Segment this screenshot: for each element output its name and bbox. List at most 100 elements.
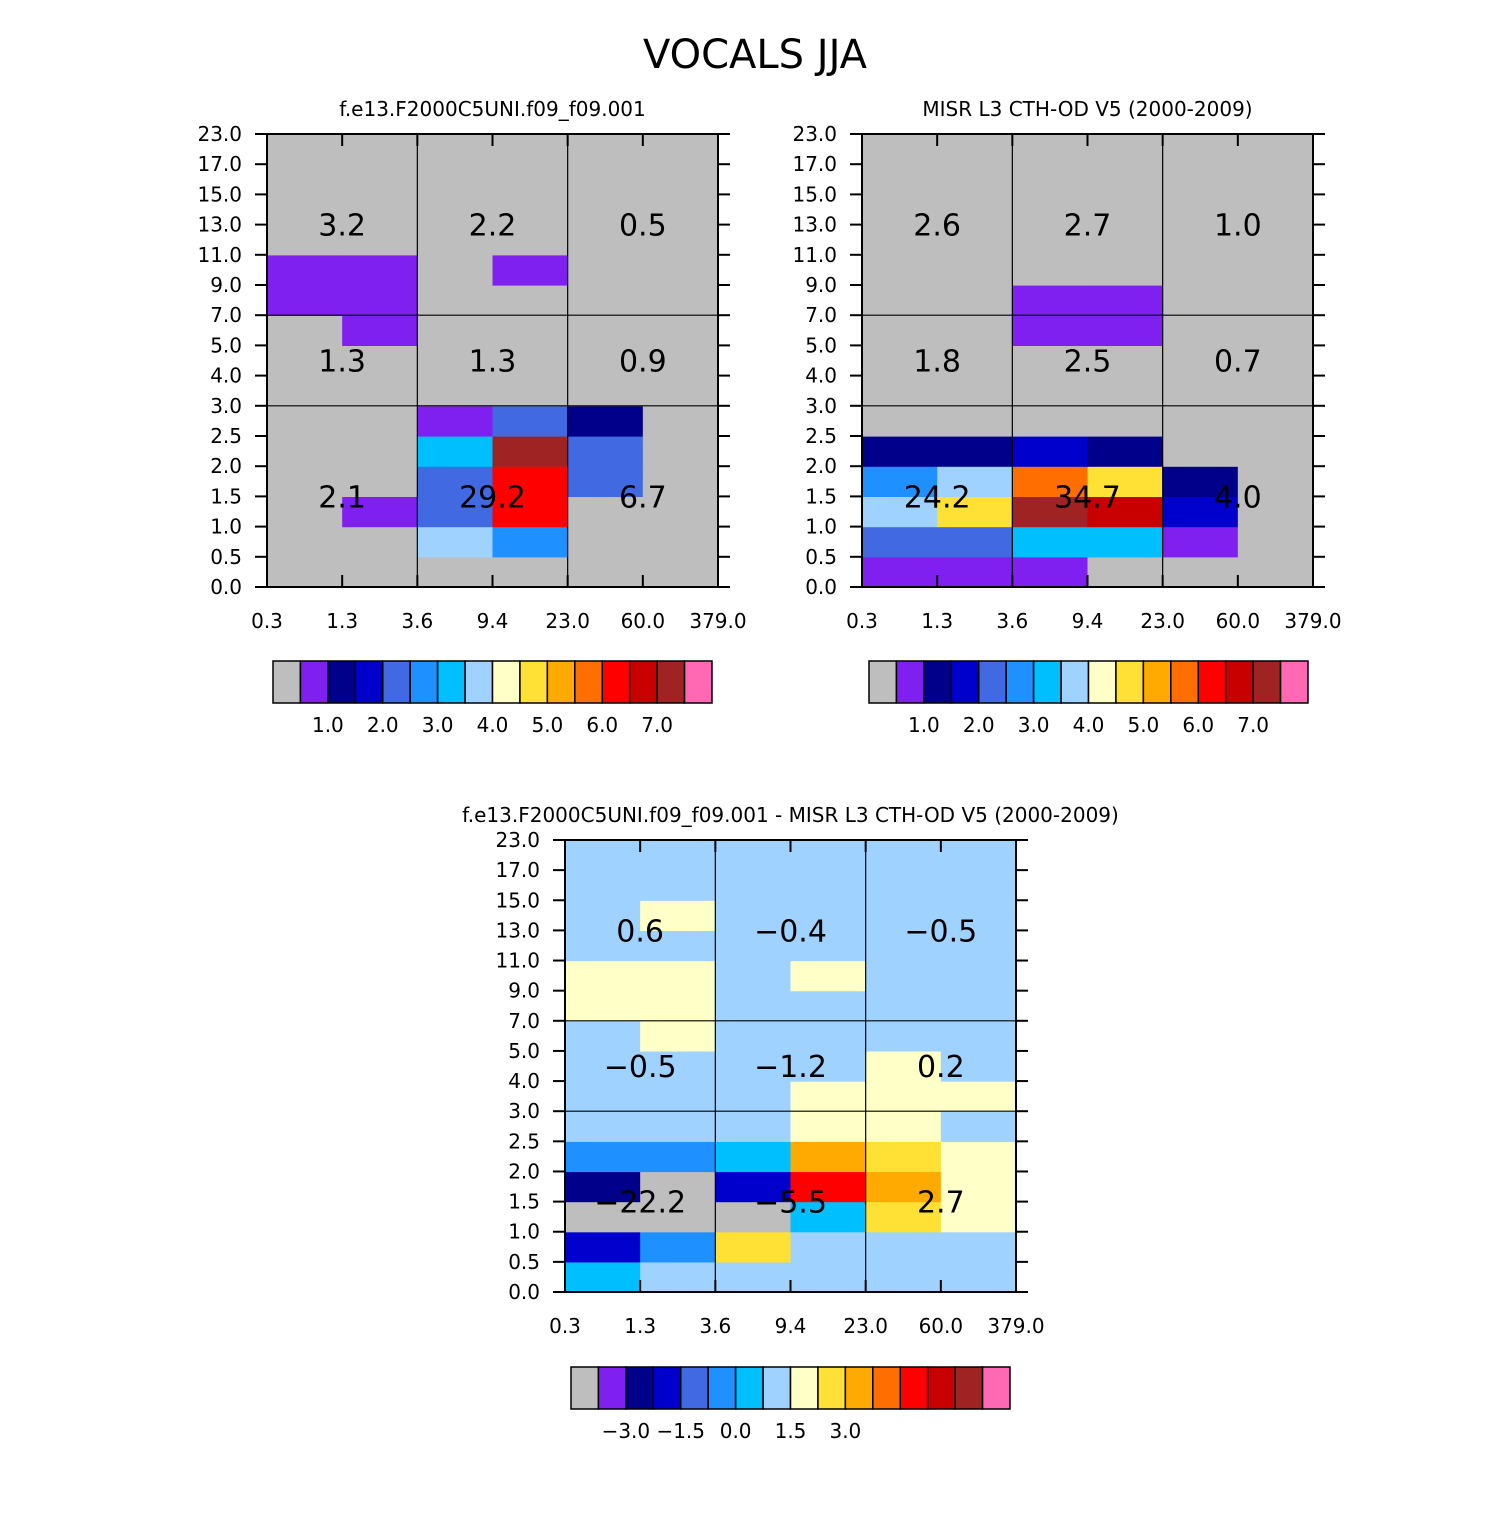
heatmap-cell bbox=[1162, 345, 1239, 377]
heatmap-cell bbox=[862, 134, 938, 165]
heatmap-cell bbox=[342, 194, 418, 226]
heatmap-cell bbox=[567, 375, 644, 407]
x-tick-label: 23.0 bbox=[545, 609, 590, 633]
y-tick-label: 2.0 bbox=[805, 454, 837, 478]
heatmap-cell bbox=[1237, 285, 1314, 316]
colorbar-box bbox=[762, 1366, 792, 1410]
colorbar-box bbox=[1252, 660, 1282, 704]
heatmap-cell bbox=[937, 496, 1013, 528]
heatmap-cell bbox=[492, 556, 569, 588]
y-tick-label: 2.5 bbox=[508, 1129, 540, 1153]
heatmap-cell bbox=[1237, 315, 1314, 346]
y-tick-label: 15.0 bbox=[495, 888, 540, 912]
heatmap-cell bbox=[492, 526, 569, 558]
colorbar-box bbox=[817, 1366, 847, 1410]
heatmap-cell bbox=[267, 254, 343, 286]
heatmap-cell bbox=[267, 345, 343, 377]
heatmap-cell bbox=[565, 930, 641, 962]
group-total-label: 1.8 bbox=[913, 345, 961, 380]
heatmap-cell bbox=[267, 224, 343, 256]
heatmap-cell bbox=[865, 930, 942, 962]
heatmap-cell bbox=[715, 1231, 792, 1263]
heatmap-cell bbox=[267, 466, 343, 497]
y-tick-label: 17.0 bbox=[197, 152, 242, 176]
group-total-label: 0.6 bbox=[616, 914, 664, 949]
heatmap-cell bbox=[865, 1050, 942, 1082]
heatmap-cell bbox=[417, 556, 494, 588]
heatmap-cell bbox=[267, 285, 343, 316]
colorbar-box bbox=[981, 1366, 1011, 1410]
heatmap-cell bbox=[417, 254, 494, 286]
heatmap-cell bbox=[862, 405, 938, 437]
heatmap-cell bbox=[1162, 556, 1239, 588]
heatmap-cell bbox=[1012, 436, 1089, 467]
colorbar-box bbox=[625, 1366, 655, 1410]
heatmap-cell bbox=[715, 1261, 792, 1293]
heatmap-cell bbox=[567, 254, 644, 286]
heatmap-cell bbox=[940, 1201, 1017, 1233]
heatmap-cell bbox=[642, 345, 719, 377]
panel-title: f.e13.F2000C5UNI.f09_f09.001 bbox=[339, 97, 646, 121]
heatmap-cell bbox=[267, 164, 343, 195]
x-tick-label: 1.3 bbox=[326, 609, 358, 633]
colorbar-box bbox=[464, 660, 494, 704]
heatmap-cell bbox=[937, 526, 1013, 558]
heatmap-cell bbox=[1012, 164, 1089, 195]
heatmap-cell bbox=[790, 1020, 867, 1052]
x-tick-label: 9.4 bbox=[477, 609, 509, 633]
x-tick-label: 379.0 bbox=[987, 1314, 1044, 1338]
y-tick-label: 15.0 bbox=[792, 182, 837, 206]
heatmap-cell bbox=[1012, 345, 1089, 377]
heatmap-cell bbox=[940, 960, 1017, 992]
heatmap-cell bbox=[1087, 194, 1164, 226]
colorbar-label: 5.0 bbox=[531, 713, 563, 737]
group-total-label: −0.5 bbox=[904, 914, 977, 949]
heatmap-cell bbox=[417, 224, 494, 256]
heatmap-cell bbox=[937, 224, 1013, 256]
group-total-label: 4.0 bbox=[1214, 480, 1262, 515]
colorbar-box bbox=[789, 1366, 819, 1410]
heatmap-cell bbox=[1237, 526, 1314, 558]
group-total-label: 0.7 bbox=[1214, 345, 1262, 380]
heatmap-cell bbox=[937, 164, 1013, 195]
heatmap-cell bbox=[715, 1081, 792, 1112]
heatmap-cell bbox=[1237, 134, 1314, 165]
heatmap-cell bbox=[1237, 466, 1314, 497]
heatmap-cell bbox=[567, 285, 644, 316]
colorbar-label: 1.0 bbox=[312, 713, 344, 737]
heatmap-cell bbox=[567, 405, 644, 437]
heatmap-cell bbox=[940, 930, 1017, 962]
heatmap-cell bbox=[940, 1081, 1017, 1112]
colorbar-box bbox=[680, 1366, 709, 1410]
colorbar-box bbox=[1060, 660, 1090, 704]
heatmap-cell bbox=[642, 496, 719, 528]
heatmap-cell bbox=[790, 1111, 867, 1142]
group-total-label: 2.7 bbox=[917, 1186, 965, 1221]
colorbar-label: 4.0 bbox=[477, 713, 509, 737]
y-tick-label: 4.0 bbox=[210, 364, 242, 388]
heatmap-cell bbox=[492, 375, 569, 407]
heatmap-cell bbox=[937, 405, 1013, 437]
heatmap-cell bbox=[1012, 254, 1089, 286]
y-tick-label: 1.0 bbox=[508, 1220, 540, 1244]
heatmap-cell bbox=[640, 1201, 716, 1233]
heatmap-cell bbox=[642, 194, 719, 226]
heatmap-cell bbox=[790, 1231, 867, 1263]
colorbar-box bbox=[1197, 660, 1227, 704]
x-tick-label: 3.6 bbox=[401, 609, 433, 633]
y-tick-label: 3.0 bbox=[508, 1099, 540, 1123]
colorbar-box bbox=[978, 660, 1007, 704]
y-tick-label: 9.0 bbox=[805, 273, 837, 297]
heatmap-cell bbox=[1012, 194, 1089, 226]
heatmap-cell bbox=[862, 194, 938, 226]
heatmap-cell bbox=[1087, 526, 1164, 558]
colorbar-box bbox=[899, 1366, 929, 1410]
colorbar-box bbox=[354, 660, 384, 704]
heatmap-cell bbox=[715, 1201, 792, 1233]
heatmap-cell bbox=[567, 345, 644, 377]
y-tick-label: 13.0 bbox=[197, 213, 242, 237]
heatmap-cell bbox=[567, 526, 644, 558]
colorbar-box bbox=[1279, 660, 1309, 704]
y-tick-label: 1.5 bbox=[210, 484, 242, 508]
y-tick-label: 13.0 bbox=[495, 918, 540, 942]
